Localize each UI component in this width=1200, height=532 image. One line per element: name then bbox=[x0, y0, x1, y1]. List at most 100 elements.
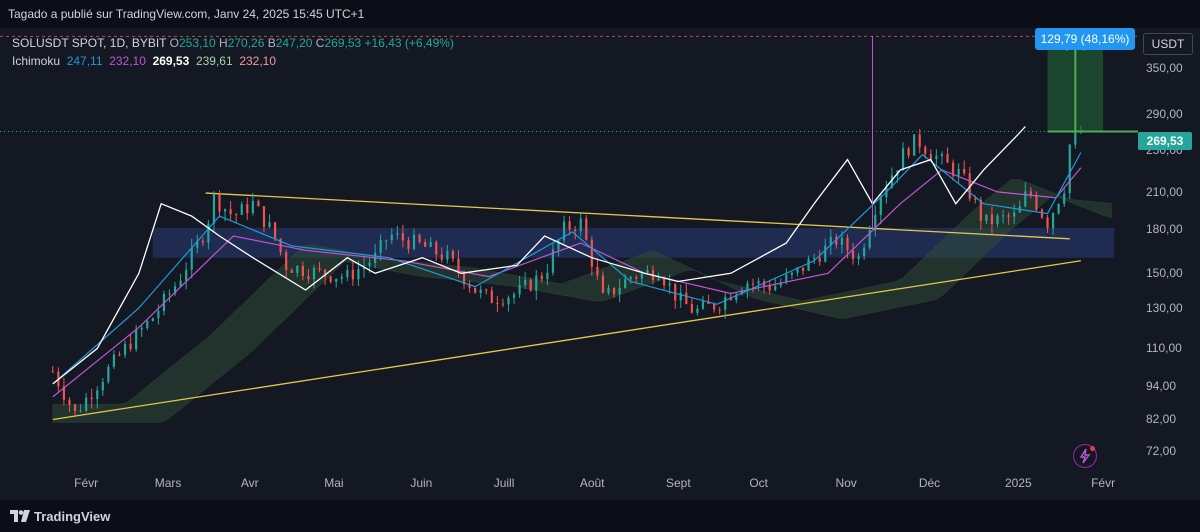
close-value: 269,53 bbox=[324, 36, 362, 50]
low-value: 247,20 bbox=[275, 36, 313, 50]
candle-body bbox=[746, 283, 749, 291]
x-tick-label: Oct bbox=[749, 476, 768, 490]
chart-pane[interactable] bbox=[0, 28, 1200, 500]
candle-body bbox=[562, 221, 566, 241]
candle-body bbox=[346, 269, 349, 277]
candle-body bbox=[96, 390, 99, 400]
candle-body bbox=[340, 276, 343, 279]
ichimoku-cloud bbox=[52, 179, 1112, 423]
candle-body bbox=[468, 284, 471, 288]
candle-body bbox=[712, 303, 716, 310]
y-tick-label: 150,00 bbox=[1146, 266, 1183, 281]
candle-body bbox=[496, 303, 499, 305]
candle-body bbox=[724, 296, 727, 310]
candle-body bbox=[629, 277, 632, 280]
candle-body bbox=[179, 280, 182, 287]
candle-body bbox=[974, 198, 977, 200]
candle-body bbox=[668, 283, 671, 286]
candle-body bbox=[268, 222, 271, 228]
ichimoku-value-base: 232,10 bbox=[109, 54, 146, 68]
symbol-name[interactable]: SOLUSDT SPOT, 1D, BYBIT bbox=[12, 36, 167, 50]
candle-body bbox=[707, 301, 710, 304]
indicator-legend: Ichimoku 247,11 232,10 269,53 239,61 232… bbox=[12, 54, 276, 68]
candle-body bbox=[368, 262, 371, 266]
indicator-name[interactable]: Ichimoku bbox=[12, 54, 61, 68]
candle-body bbox=[385, 240, 388, 242]
candle-body bbox=[918, 134, 921, 148]
candle-body bbox=[107, 366, 110, 383]
candle-body bbox=[518, 285, 521, 295]
candle-body bbox=[151, 318, 154, 322]
x-tick-label: Mai bbox=[324, 476, 344, 490]
candle-body bbox=[935, 155, 938, 160]
candle-body bbox=[1001, 215, 1005, 217]
price-chart[interactable] bbox=[0, 0, 1200, 500]
candle-body bbox=[435, 242, 438, 255]
candle-body bbox=[251, 201, 254, 214]
candle-body bbox=[296, 265, 299, 273]
candle-body bbox=[235, 214, 238, 216]
candle-body bbox=[429, 242, 432, 247]
candle-body bbox=[1029, 191, 1032, 195]
alert-bolt-icon[interactable] bbox=[1073, 444, 1097, 468]
candle-body bbox=[529, 280, 532, 291]
candle-body bbox=[779, 282, 782, 286]
candle-body bbox=[507, 297, 510, 305]
candle-body bbox=[640, 272, 643, 279]
y-tick-label: 110,00 bbox=[1146, 341, 1182, 356]
candle-body bbox=[118, 354, 121, 356]
candle-body bbox=[329, 276, 332, 282]
candle-body bbox=[551, 249, 555, 273]
candle-body bbox=[157, 310, 160, 319]
low-label: B bbox=[267, 36, 276, 50]
ichimoku-conversion-line bbox=[52, 152, 1082, 385]
symbol-legend: SOLUSDT SPOT, 1D, BYBIT O253,10 H270,26 … bbox=[12, 36, 454, 50]
candle-body bbox=[451, 250, 455, 259]
candle-body bbox=[790, 272, 793, 275]
candle-body bbox=[757, 281, 760, 284]
candle-body bbox=[829, 236, 832, 246]
candle-body bbox=[774, 285, 777, 291]
candle-body bbox=[863, 247, 866, 257]
candle-body bbox=[696, 308, 699, 313]
candle-body bbox=[929, 153, 932, 160]
candle-body bbox=[73, 404, 77, 411]
candle-body bbox=[946, 154, 949, 163]
ichimoku-value-span-a: 239,61 bbox=[195, 54, 233, 68]
candle-body bbox=[624, 279, 627, 289]
candle-body bbox=[857, 256, 860, 259]
y-tick-label: 210,00 bbox=[1146, 184, 1183, 199]
y-tick-label: 350,00 bbox=[1146, 61, 1183, 76]
candle-body bbox=[646, 269, 649, 273]
currency-selector[interactable]: USDT bbox=[1143, 33, 1193, 55]
candle-body bbox=[557, 240, 560, 250]
candle-body bbox=[685, 292, 688, 305]
candle-body bbox=[840, 237, 844, 245]
candle-body bbox=[807, 258, 810, 271]
x-tick-label: Déc bbox=[918, 476, 941, 490]
candle-body bbox=[951, 162, 955, 176]
candle-body bbox=[835, 236, 838, 245]
candle-body bbox=[457, 258, 460, 273]
candle-body bbox=[996, 215, 999, 225]
candle-body bbox=[240, 204, 243, 215]
candle-body bbox=[1046, 217, 1049, 229]
candle-body bbox=[874, 214, 877, 231]
candle-body bbox=[846, 237, 849, 251]
candle-body bbox=[129, 343, 132, 350]
candle-body bbox=[312, 267, 316, 280]
candle-body bbox=[890, 175, 894, 188]
candle-body bbox=[868, 230, 871, 248]
y-tick-label: 180,00 bbox=[1146, 222, 1183, 237]
candle-body bbox=[1040, 209, 1044, 218]
candle-body bbox=[990, 214, 994, 225]
candle-body bbox=[323, 269, 327, 277]
candle-body bbox=[390, 234, 393, 241]
brand-name[interactable]: TradingView bbox=[34, 509, 111, 524]
y-tick-label: 94,00 bbox=[1146, 379, 1177, 394]
candle-body bbox=[318, 267, 321, 270]
x-tick-label: Juin bbox=[410, 476, 433, 490]
candle-body bbox=[1074, 132, 1077, 145]
close-label: C bbox=[315, 36, 325, 50]
candle-body bbox=[307, 276, 310, 280]
